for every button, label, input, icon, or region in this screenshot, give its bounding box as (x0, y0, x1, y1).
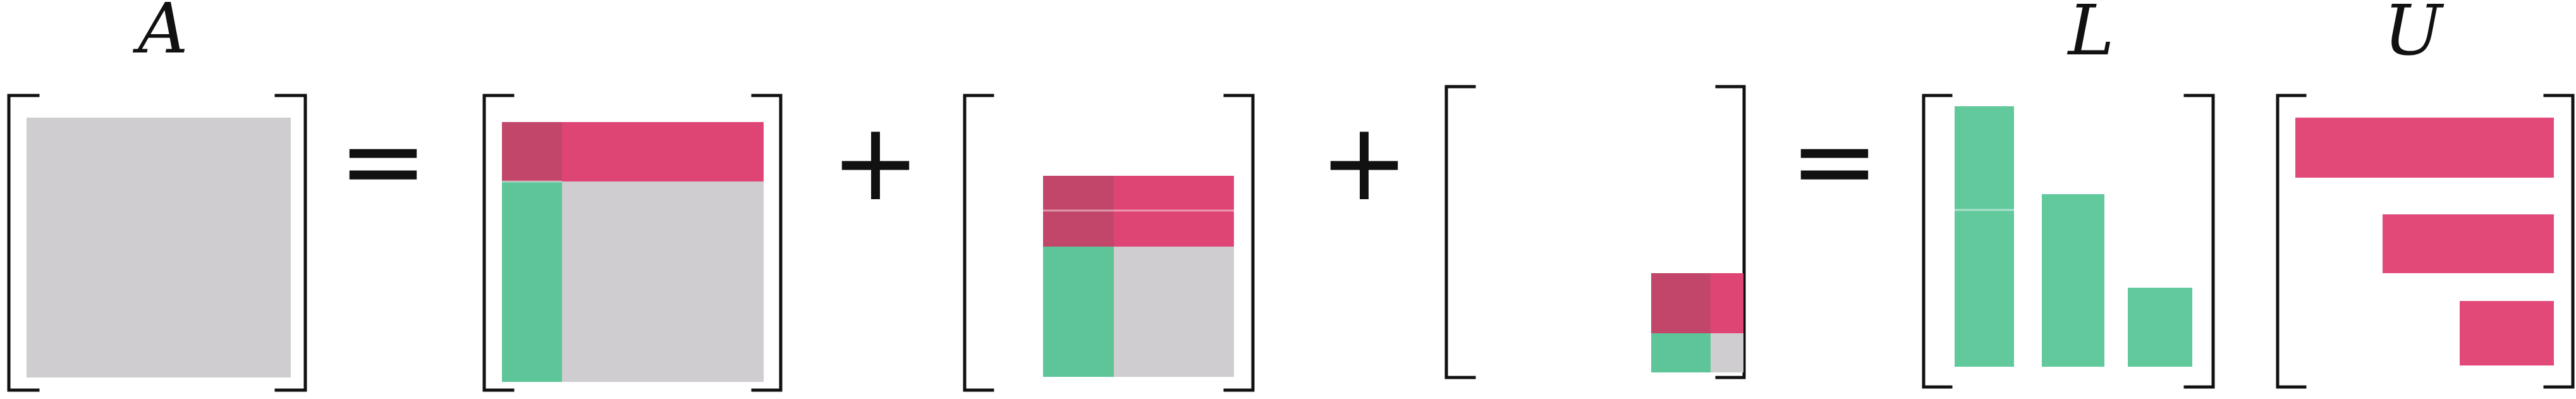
matrix-a-left-bracket (7, 94, 40, 392)
matrix-u-left-bracket (2276, 94, 2307, 389)
equals-operator-2: = (1790, 99, 1879, 224)
third-term-right-bracket (1715, 85, 1746, 379)
third-term-left-bracket (1444, 85, 1476, 379)
matrix-u-right-bracket (2543, 94, 2575, 389)
plus-operator-2: + (1319, 100, 1409, 225)
matrix-l-column-3 (2128, 288, 2192, 367)
matrix-l-column-2 (2042, 194, 2104, 367)
matrix-u-row-1 (2295, 118, 2554, 178)
first-term-overlap-block (502, 122, 562, 181)
matrix-u-label: U (2384, 0, 2445, 71)
matrix-a-label: A (132, 0, 188, 69)
matrix-u-row-2 (2383, 214, 2554, 273)
matrix-l-label: L (2066, 0, 2114, 71)
first-term-left-bracket (482, 94, 515, 392)
matrix-a-gray-block (27, 118, 291, 378)
plus-operator-1: + (831, 100, 920, 225)
matrix-u-row-3 (2460, 301, 2554, 365)
matrix-l-left-bracket (1922, 94, 1953, 389)
second-term-right-bracket (1223, 94, 1255, 392)
third-outer-product-term (1444, 85, 1746, 379)
first-outer-product-term (482, 94, 783, 392)
second-term-overlap-block (1043, 176, 1114, 247)
matrix-l-right-bracket (2183, 94, 2215, 389)
equals-operator-1: = (338, 99, 428, 224)
matrix-a-right-bracket (274, 94, 307, 392)
first-term-right-bracket (751, 94, 783, 392)
second-outer-product-term (963, 94, 1255, 392)
matrix-l-column-1 (1955, 106, 2014, 367)
matrix-l (1922, 94, 2215, 389)
third-term-overlap-block (1651, 273, 1711, 333)
matrix-u (2276, 94, 2575, 389)
second-term-left-bracket (963, 94, 994, 392)
matrix-a (7, 94, 307, 392)
